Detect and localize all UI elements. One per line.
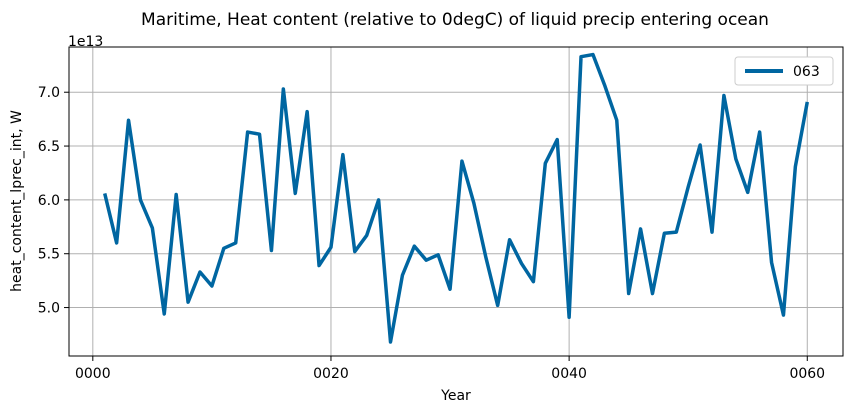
y-tick-label: 5.0 xyxy=(38,301,60,317)
y-tick-label: 5.5 xyxy=(38,247,60,263)
y-tick-label: 6.5 xyxy=(38,139,60,155)
grid xyxy=(69,47,843,356)
axis-ticks: 0000 0020 0040 0060 5.0 5.5 6.0 6.5 7.0 xyxy=(38,85,825,382)
x-tick-label: 0040 xyxy=(551,366,587,382)
x-tick-label: 0060 xyxy=(789,366,825,382)
x-tick-label: 0020 xyxy=(313,366,349,382)
y-axis-offset-label: 1e13 xyxy=(68,34,103,50)
x-axis-label: Year xyxy=(440,388,471,404)
chart-title: Maritime, Heat content (relative to 0deg… xyxy=(141,10,769,30)
y-axis-label: heat_content_lprec_int, W xyxy=(9,110,25,292)
legend: 063 xyxy=(734,56,834,86)
series-line-063 xyxy=(103,52,810,344)
series-layer xyxy=(103,52,810,344)
y-tick-label: 7.0 xyxy=(38,85,60,101)
y-tick-label: 6.0 xyxy=(38,193,60,209)
plot-area-frame xyxy=(68,46,844,357)
legend-label-063: 063 xyxy=(793,64,820,80)
legend-box xyxy=(734,56,834,86)
x-tick-label: 0000 xyxy=(75,366,111,382)
